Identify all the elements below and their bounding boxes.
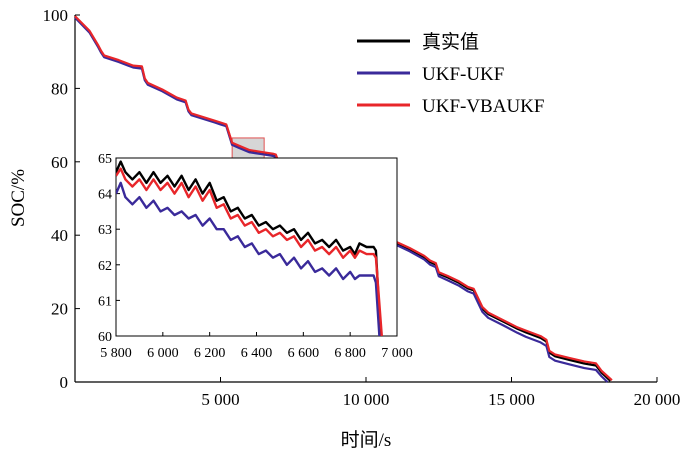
y-tick-label: 80 xyxy=(51,79,68,98)
inset-x-tick-label: 6 600 xyxy=(288,346,320,361)
inset-series-line-ukf-ukf xyxy=(116,181,381,336)
legend-item-ukf-vbaukf: UKF-VBAUKF xyxy=(357,96,544,117)
legend-label-ukf-vbaukf: UKF-VBAUKF xyxy=(422,96,544,117)
inset-series-line-true-value xyxy=(116,160,382,336)
y-tick-label: 0 xyxy=(60,373,69,392)
inset-x-tick-label: 6 400 xyxy=(241,346,273,361)
inset-x-tick-label: 6 800 xyxy=(334,346,366,361)
y-axis-label: SOC/% xyxy=(8,169,29,227)
inset-ticks: 5 800 6 000 6 200 6 400 6 600 6 800 7 000 60 61 6… xyxy=(98,152,413,361)
inset-series-line-ukf-vbaukf xyxy=(116,167,383,336)
inset-y-tick-label: 62 xyxy=(98,259,112,274)
inset-y-tick-label: 64 xyxy=(98,188,112,203)
y-tick-label: 100 xyxy=(43,6,69,25)
legend-label-true-value: 真实值 xyxy=(422,31,479,53)
x-tick-label: 5 000 xyxy=(201,390,239,409)
legend-item-true-value: 真实值 xyxy=(357,31,479,53)
inset-x-tick-label: 6 200 xyxy=(194,346,226,361)
inset-x-tick-label: 7 000 xyxy=(381,346,413,361)
y-tick-label: 20 xyxy=(51,300,68,319)
legend-label-ukf-ukf: UKF-UKF xyxy=(422,64,504,85)
inset-series xyxy=(116,160,383,336)
y-tick-label: 60 xyxy=(51,153,68,172)
inset-plot: 5 800 6 000 6 200 6 400 6 600 6 800 7 000 60 61 6… xyxy=(98,152,413,361)
inset-y-tick-label: 61 xyxy=(98,294,112,309)
inset-x-tick-label: 6 000 xyxy=(147,346,179,361)
x-tick-label: 15 000 xyxy=(488,390,535,409)
legend-item-ukf-ukf: UKF-UKF xyxy=(357,64,504,85)
inset-y-tick-label: 63 xyxy=(98,223,112,238)
x-axis-label: 时间/s xyxy=(341,429,392,451)
inset-x-tick-label: 5 800 xyxy=(100,346,132,361)
y-tick-label: 40 xyxy=(51,226,68,245)
x-tick-label: 20 000 xyxy=(634,390,681,409)
x-tick-label: 10 000 xyxy=(343,390,390,409)
main-ticks: 5 000 10 000 15 000 20 000 0 20 40 60 80 100 xyxy=(43,6,681,409)
inset-y-tick-label: 60 xyxy=(98,330,112,345)
main-plot-area: 5 000 10 000 15 000 20 000 0 20 40 60 80 100 xyxy=(43,6,681,409)
inset-y-tick-label: 65 xyxy=(98,152,112,167)
legend: 真实值 UKF-UKF UKF-VBAUKF xyxy=(357,31,544,117)
